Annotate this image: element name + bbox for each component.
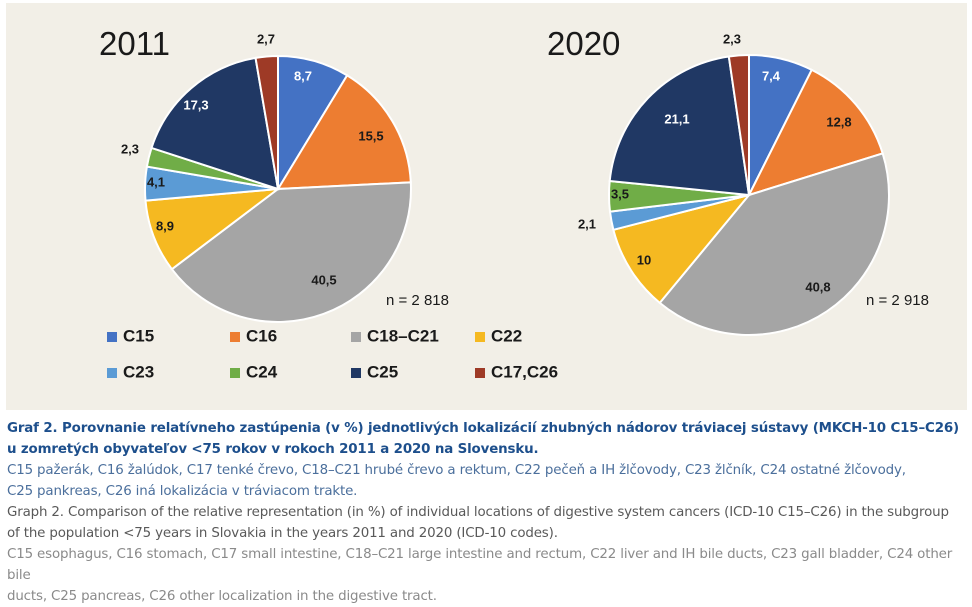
- value-label-2020-c17-c26: 2,3: [723, 31, 741, 46]
- n-label-2011: n = 2 818: [386, 292, 449, 309]
- slice-2011-c18-c21: [170, 181, 412, 324]
- chart-title-2011: 2011: [99, 25, 170, 62]
- slice-2020-c17-c26: [727, 53, 750, 196]
- value-label-2020-c25: 21,1: [664, 111, 689, 126]
- legend-swatch-c24: [230, 368, 240, 378]
- caption-sk-legend-line-2: C25 pankreas, C26 iná lokalizácia v tráv…: [7, 484, 358, 499]
- legend-swatch-c17-c26: [475, 368, 485, 378]
- legend-label-c18-c21: C18–C21: [367, 326, 439, 345]
- caption-en-legend-line-1: C15 esophagus, C16 stomach, C17 small in…: [7, 547, 953, 583]
- legend-swatch-c15: [107, 332, 117, 342]
- chart-panel: 2011 2020 n = 2 818 n = 2 918 8,7 15,5 40,…: [6, 3, 967, 410]
- chart-title-2020: 2020: [547, 25, 620, 62]
- value-label-2011-c18-c21: 40,5: [311, 272, 336, 287]
- value-label-2020-c16: 12,8: [826, 114, 851, 129]
- value-label-2011-c17-c26: 2,7: [257, 31, 275, 46]
- legend-label-c25: C25: [367, 362, 398, 381]
- value-label-2011-c16: 15,5: [358, 128, 383, 143]
- value-label-2011-c25: 17,3: [183, 97, 208, 112]
- legend-swatch-c22: [475, 332, 485, 342]
- slice-2011-c25: [150, 56, 280, 191]
- legend-swatch-c18-c21: [351, 332, 361, 342]
- caption-sk-title-line-1: Graf 2. Porovnanie relatívneho zastúpeni…: [7, 421, 959, 436]
- legend: C15 C16 C18–C21 C22 C23 C24 C25 C17,C26: [107, 326, 558, 381]
- legend-label-c16: C16: [246, 326, 277, 345]
- legend-swatch-c16: [230, 332, 240, 342]
- slice-2011-c17-c26: [254, 54, 279, 190]
- caption-en-legend-line-2: ducts, C25 pancreas, C26 other localizat…: [7, 589, 437, 604]
- value-label-2011-c22: 8,9: [156, 218, 174, 233]
- legend-label-c15: C15: [123, 326, 154, 345]
- caption-en-title-line-2: of the population <75 years in Slovakia …: [7, 526, 558, 541]
- legend-label-c17-c26: C17,C26: [491, 362, 558, 381]
- pie-charts: 2011 2020 n = 2 818 n = 2 918 8,7 15,5 40,…: [99, 25, 929, 381]
- legend-swatch-c23: [107, 368, 117, 378]
- value-label-2011-c24: 2,3: [121, 141, 139, 156]
- pie-2011: 8,7 15,5 40,5 8,9 4,1 2,3 17,3 2,7: [121, 31, 412, 324]
- value-label-2011-c23: 4,1: [147, 174, 165, 189]
- legend-swatch-c25: [351, 368, 361, 378]
- slice-2011-c16: [276, 74, 412, 191]
- caption-en-title-line-1: Graph 2. Comparison of the relative repr…: [7, 505, 949, 520]
- value-label-2020-c23: 2,1: [578, 216, 596, 231]
- value-label-2020-c22: 10: [637, 252, 651, 267]
- slice-2020-c25: [608, 55, 751, 197]
- caption-sk-title-line-2: u zomretých obyvateľov <75 rokov v rokoc…: [7, 442, 539, 457]
- legend-label-c23: C23: [123, 362, 154, 381]
- figure-caption: Graf 2. Porovnanie relatívneho zastúpeni…: [7, 418, 967, 607]
- value-label-2020-c18-c21: 40,8: [805, 279, 830, 294]
- pie-2020: 7,4 12,8 40,8 10 2,1 3,5 21,1 2,3: [578, 31, 890, 336]
- value-label-2020-c15: 7,4: [762, 68, 781, 83]
- n-label-2020: n = 2 918: [866, 292, 929, 309]
- legend-label-c24: C24: [246, 362, 278, 381]
- legend-label-c22: C22: [491, 326, 522, 345]
- value-label-2020-c24: 3,5: [611, 186, 629, 201]
- slice-2020-c18-c21: [658, 152, 890, 336]
- caption-sk-legend-line-1: C15 pažerák, C16 žalúdok, C17 tenké črev…: [7, 463, 906, 478]
- value-label-2011-c15: 8,7: [294, 68, 312, 83]
